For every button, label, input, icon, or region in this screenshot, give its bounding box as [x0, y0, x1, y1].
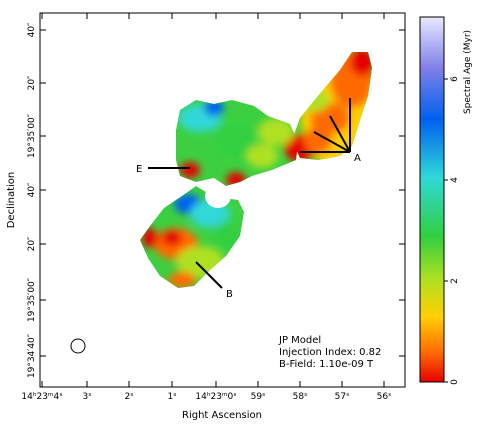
label-e: E	[136, 164, 142, 175]
colorbar-label: Spectral Age (Myr)	[463, 30, 473, 114]
pointer-b	[195, 261, 223, 289]
x-tick-6: 58ˢ	[293, 392, 308, 402]
colorbar-ticks	[444, 78, 448, 383]
y-tick-2: 19°35′00″	[27, 113, 37, 158]
beam-circle	[70, 338, 86, 354]
y-axis-label: Declination	[6, 172, 17, 229]
y-tick-1: 20″	[27, 75, 37, 90]
y-tick-5: 19°35′00″	[27, 277, 37, 322]
x-tick-4: 14ʰ23ᵐ0ˢ	[195, 392, 236, 402]
bfield-text: B-Field: 1.10e-09 T	[279, 359, 374, 370]
x-tick-7: 57ˢ	[335, 392, 350, 402]
y-tick-3: 40″	[27, 182, 37, 197]
cbar-tick-2: 2	[450, 278, 460, 284]
x-tick-5: 59ˢ	[251, 392, 266, 402]
x-tick-labels: 14ʰ23ᵐ4ˢ 3ˢ 2ˢ 1ˢ 14ʰ23ᵐ0ˢ 59ˢ 58ˢ 57ˢ 5…	[21, 392, 391, 402]
label-b: B	[226, 289, 233, 300]
x-tick-0: 14ʰ23ᵐ4ˢ	[21, 392, 62, 402]
emission-gap	[205, 184, 231, 208]
pointer-a-3	[329, 115, 351, 153]
colorbar	[419, 16, 445, 383]
cbar-tick-6: 6	[450, 76, 460, 82]
x-tick-8: 56ˢ	[377, 392, 392, 402]
pointer-a-2	[313, 131, 351, 153]
y-tick-0: 40″	[27, 22, 37, 37]
x-axis-label: Right Ascension	[182, 410, 262, 421]
injection-text: Injection Index: 0.82	[279, 347, 381, 358]
x-tick-2: 2ˢ	[124, 392, 133, 402]
y-tick-4: 20″	[27, 236, 37, 251]
colorbar-tick-labels: 0 2 4 6	[450, 76, 460, 385]
y-tick-6: 19°34′40″	[27, 333, 37, 378]
label-a: A	[354, 153, 361, 164]
axis-ticks	[40, 13, 405, 387]
cbar-tick-4: 4	[450, 177, 460, 183]
x-tick-3: 1ˢ	[167, 392, 176, 402]
cbar-tick-0: 0	[450, 379, 460, 385]
annotation-lines	[148, 98, 351, 289]
model-text: JP Model	[278, 335, 321, 346]
y-tick-labels: 40″ 20″ 19°35′00″ 40″ 20″ 19°35′00″ 19°3…	[27, 22, 37, 378]
x-tick-1: 3ˢ	[82, 392, 91, 402]
